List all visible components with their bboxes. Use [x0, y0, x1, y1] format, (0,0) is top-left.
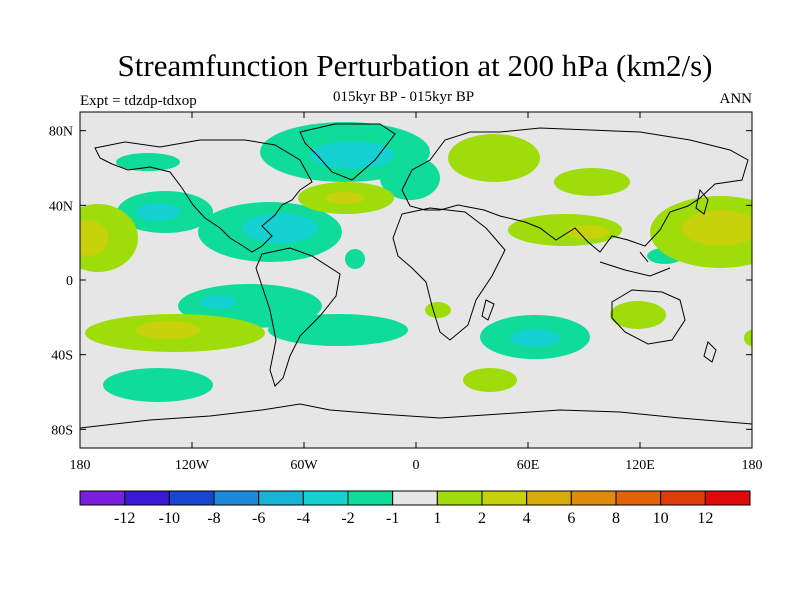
colorbar-label: -8 — [207, 510, 220, 527]
coastlines — [80, 123, 752, 429]
colorbar-swatch — [660, 490, 706, 506]
contour-core-south-pacific — [200, 295, 236, 309]
colorbar-label: -2 — [341, 510, 354, 527]
lon-tick-label: 120W — [175, 458, 210, 473]
colorbar-label: 4 — [523, 510, 531, 527]
coast-japan — [695, 188, 709, 215]
lon-tick-label: 60E — [517, 458, 540, 473]
contour-neg-southern-pacific — [103, 368, 213, 402]
contour-pos-dateline-south — [744, 330, 752, 346]
lon-tick-label: 60W — [290, 458, 318, 473]
contour-pos-australia — [610, 301, 666, 329]
contour-pos-central-asia — [554, 168, 630, 196]
lat-tick-label: 40N — [49, 199, 73, 214]
lon-tick-label: 180 — [70, 458, 91, 473]
coast-north-america — [94, 139, 313, 253]
colorbar-swatch — [258, 490, 304, 506]
colorbar-swatch — [615, 490, 662, 506]
coast-australia — [611, 289, 686, 345]
colorbar-label: 6 — [567, 510, 575, 527]
colorbar-label: -1 — [386, 510, 399, 527]
colorbar-label: 8 — [612, 510, 620, 527]
colorbar: -12 -10 -8 -6 -4 -2 -1 1 2 4 6 8 10 12 — [79, 490, 751, 527]
colorbar-swatch — [213, 490, 260, 506]
coast-south-america — [255, 247, 341, 387]
chart-title: Streamfunction Perturbation at 200 hPa (… — [117, 48, 713, 83]
contour-core-dateline-north — [80, 220, 108, 256]
colorbar-label: -4 — [297, 510, 310, 527]
colorbar-label: -6 — [252, 510, 265, 527]
colorbar-swatch — [347, 490, 394, 506]
contour-neg-greenland-east — [380, 156, 440, 200]
season-label: ANN — [719, 91, 753, 107]
contour-core-caribbean — [242, 213, 318, 243]
lon-tick-label: 0 — [413, 458, 420, 473]
contour-pos-south-africa — [425, 302, 451, 318]
colorbar-swatch — [704, 490, 751, 506]
contour-neg-alaska — [116, 153, 180, 171]
lon-tick-label: 180 — [742, 458, 763, 473]
lat-tick-label: 40S — [51, 349, 73, 364]
colorbar-swatch — [124, 490, 170, 506]
contour-pos-scandinavia — [448, 134, 540, 182]
lat-tick-label: 0 — [66, 274, 73, 289]
colorbar-label: 1 — [433, 510, 441, 527]
colorbar-label: 12 — [697, 510, 713, 527]
colorbar-swatch — [302, 490, 349, 506]
colorbar-swatch — [168, 490, 215, 506]
coast-indonesia — [599, 251, 671, 277]
coast-madagascar — [481, 299, 495, 321]
map-axes: 180 120W 60W 0 60E 120E 180 80N 40N 0 40S 80S — [49, 112, 763, 473]
contour-core-south-indian — [510, 329, 560, 347]
contour-core-north-pacific — [136, 203, 180, 221]
colorbar-label: -10 — [159, 510, 180, 527]
lat-tick-label: 80N — [49, 125, 73, 140]
contour-neg-tropical-atlantic — [345, 249, 365, 269]
contour-core-north-pacific-west — [682, 210, 752, 246]
contour-neg-south-atlantic — [268, 314, 408, 346]
colorbar-swatch — [79, 490, 126, 506]
colorbar-label: 10 — [653, 510, 669, 527]
contour-pos-southern-indian — [463, 368, 517, 392]
colorbar-swatch — [392, 490, 438, 506]
colorbar-label: -12 — [114, 510, 135, 527]
coast-europe-asia — [401, 127, 749, 253]
contour-core-atlantic — [325, 192, 365, 204]
experiment-label: Expt = tdzdp-tdxop — [80, 93, 197, 109]
coast-antarctica — [80, 403, 752, 429]
contour-fills — [80, 122, 752, 402]
coast-new-zealand — [703, 341, 717, 363]
contour-core-north-atlantic — [310, 141, 394, 169]
contour-core-middle-east — [566, 225, 610, 239]
colorbar-swatch — [526, 490, 572, 506]
coast-africa — [392, 207, 506, 341]
colorbar-swatch — [570, 490, 617, 506]
colorbar-label: 2 — [478, 510, 486, 527]
colorbar-swatch — [481, 490, 528, 506]
chart-subtitle: 015kyr BP - 015kyr BP — [333, 89, 475, 105]
contour-core-south-pacific — [136, 321, 200, 339]
coast-greenland — [299, 123, 396, 181]
lon-tick-label: 120E — [625, 458, 655, 473]
lat-tick-label: 80S — [51, 423, 73, 438]
colorbar-swatch — [436, 490, 483, 506]
